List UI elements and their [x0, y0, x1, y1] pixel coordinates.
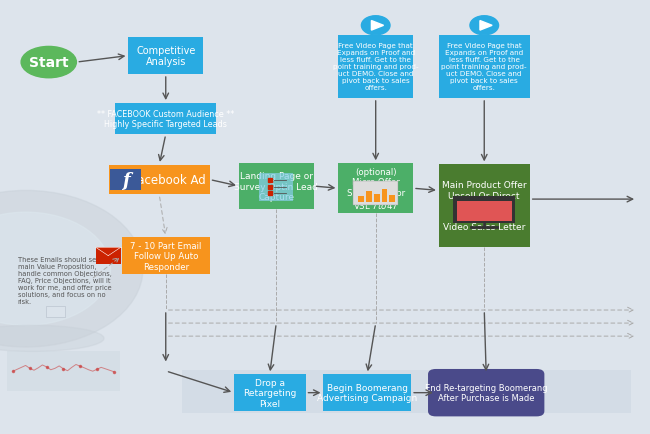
- Circle shape: [0, 213, 111, 326]
- Circle shape: [0, 191, 143, 347]
- Text: Start: Start: [29, 56, 68, 70]
- Text: Landing Page or
Survey Optin Lead
Capture: Landing Page or Survey Optin Lead Captur…: [234, 172, 318, 201]
- Polygon shape: [480, 21, 492, 31]
- Text: f: f: [122, 171, 129, 189]
- FancyBboxPatch shape: [382, 190, 387, 203]
- FancyBboxPatch shape: [6, 352, 120, 391]
- FancyBboxPatch shape: [129, 38, 203, 75]
- Circle shape: [470, 16, 499, 36]
- Polygon shape: [371, 21, 384, 31]
- Text: Competitive
Analysis: Competitive Analysis: [136, 46, 196, 67]
- FancyBboxPatch shape: [182, 370, 630, 413]
- Text: Begin Boomerang
Advertising Campaign: Begin Boomerang Advertising Campaign: [317, 383, 417, 402]
- FancyBboxPatch shape: [234, 374, 306, 411]
- FancyBboxPatch shape: [46, 306, 65, 317]
- FancyBboxPatch shape: [439, 165, 530, 247]
- FancyBboxPatch shape: [374, 194, 380, 203]
- FancyBboxPatch shape: [323, 374, 411, 411]
- FancyBboxPatch shape: [456, 201, 512, 221]
- FancyBboxPatch shape: [428, 369, 544, 417]
- FancyBboxPatch shape: [366, 192, 372, 203]
- FancyBboxPatch shape: [439, 36, 530, 99]
- Ellipse shape: [0, 326, 104, 352]
- Text: These Emails should sell on
main Value Proposition,
handle common Objections,
FA: These Emails should sell on main Value P…: [18, 256, 111, 304]
- FancyBboxPatch shape: [96, 248, 121, 264]
- FancyBboxPatch shape: [389, 195, 395, 203]
- Text: Free Video Page that
Expands on Proof and
less fluff. Get to the
point training : Free Video Page that Expands on Proof an…: [333, 43, 419, 91]
- FancyBboxPatch shape: [109, 165, 209, 195]
- Ellipse shape: [21, 47, 77, 79]
- FancyBboxPatch shape: [338, 164, 413, 214]
- FancyBboxPatch shape: [122, 238, 209, 274]
- Text: (optional)
Micro Offer
Sales Page or
VSL $7 to $47: (optional) Micro Offer Sales Page or VSL…: [346, 168, 405, 210]
- FancyBboxPatch shape: [116, 104, 216, 135]
- Text: End Re-targeting Boomerang
After Purchase is Made: End Re-targeting Boomerang After Purchas…: [425, 383, 547, 402]
- FancyBboxPatch shape: [110, 170, 141, 191]
- Circle shape: [361, 16, 390, 36]
- Text: Main Product Offer
Upsell Or Direct
Marketed
$47 - 297 etc
Video Sales Letter: Main Product Offer Upsell Or Direct Mark…: [442, 181, 526, 231]
- FancyBboxPatch shape: [239, 164, 313, 210]
- Text: 7 - 10 Part Email
Follow Up Auto
Responder: 7 - 10 Part Email Follow Up Auto Respond…: [130, 241, 202, 271]
- Text: Free Video Page that
Expands on Proof and
less fluff. Get to the
point training : Free Video Page that Expands on Proof an…: [441, 43, 527, 91]
- Text: ** FACEBOOK Custom Audience **
Highly Specific Targeted Leads: ** FACEBOOK Custom Audience ** Highly Sp…: [97, 110, 235, 129]
- FancyBboxPatch shape: [338, 36, 413, 99]
- FancyBboxPatch shape: [353, 181, 398, 205]
- Text: Facebook Ad: Facebook Ad: [113, 174, 205, 187]
- FancyBboxPatch shape: [454, 197, 515, 224]
- FancyBboxPatch shape: [358, 196, 364, 203]
- FancyBboxPatch shape: [259, 173, 293, 201]
- Text: Drop a
Retargeting
Pixel: Drop a Retargeting Pixel: [243, 378, 296, 408]
